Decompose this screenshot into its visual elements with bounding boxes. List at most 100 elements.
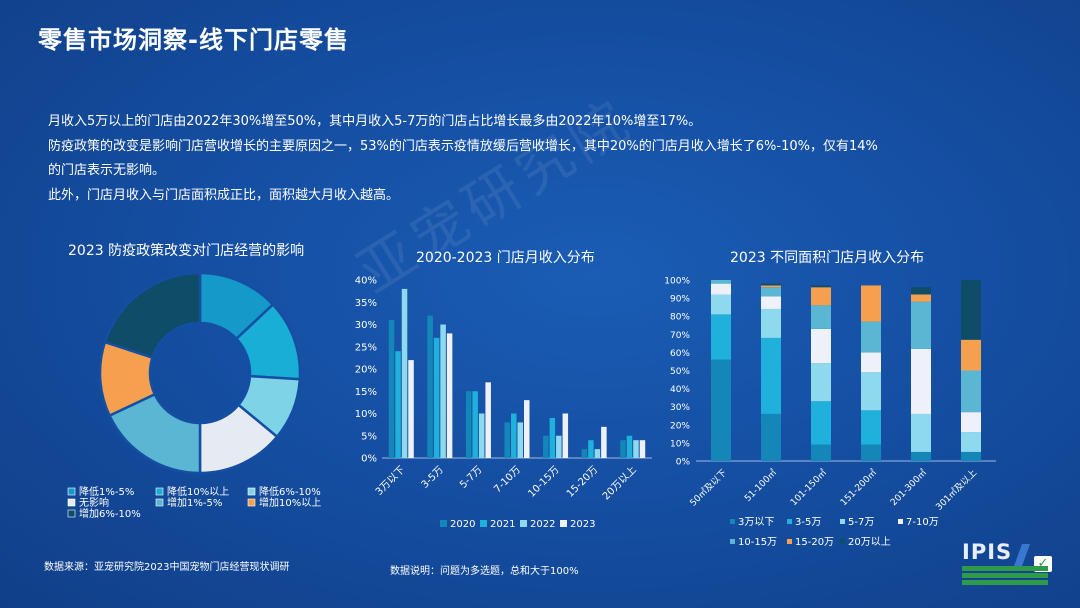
summary-line: 防疫政策的改变是影响门店营收增长的主要原因之一，53%的门店表示疫情放缓后营收增… (48, 138, 878, 154)
y-tick-label: 10% (670, 439, 690, 449)
legend-swatch (898, 519, 903, 524)
legend-label: 无影响 (79, 496, 109, 509)
bar (524, 400, 530, 458)
legend-label: 降低1%-5% (79, 485, 134, 498)
stacked-segment (711, 294, 731, 315)
stacked-segment (761, 413, 781, 461)
donut-chart-title: 2023 防疫政策改变对门店经营的影响 (68, 243, 305, 259)
y-tick-label: 25% (355, 342, 377, 353)
stacked-segment (911, 294, 931, 302)
stacked-segment (811, 285, 831, 288)
stacked-segment (761, 308, 781, 338)
y-tick-label: 5% (361, 431, 377, 442)
stacked-segment (911, 348, 931, 414)
stacked-segment (761, 296, 781, 309)
legend-label: 3万以下 (738, 517, 774, 528)
y-tick-label: 10% (355, 409, 377, 420)
y-tick-label: 40% (355, 276, 377, 287)
stacked-segment (911, 413, 931, 452)
stacked-segment (961, 370, 981, 413)
y-tick-label: 80% (670, 313, 690, 323)
data-note: 数据说明：问题为多选题，总和大于100% (390, 566, 579, 577)
stacked-segment (811, 287, 831, 306)
y-tick-label: 30% (355, 320, 377, 331)
y-tick-label: 90% (670, 295, 690, 305)
legend-label: 增加6%-10% (79, 507, 141, 520)
bar (478, 413, 485, 458)
y-tick-label: 30% (670, 403, 690, 413)
summary-text: 月收入5万以上的门店由2022年30%增至50%，其中月收入5-7万的门店占比增… (48, 110, 1038, 208)
bar (427, 315, 433, 458)
x-tick-label: 151-200㎡ (838, 467, 879, 508)
stacked-segment (761, 337, 781, 414)
legend-swatch (840, 519, 845, 524)
stacked-segment (961, 280, 981, 340)
y-tick-label: 60% (670, 349, 690, 359)
x-tick-label: 5-7万 (458, 464, 484, 490)
page-title: 零售市场洞察-线下门店零售 (38, 26, 349, 54)
legend-swatch (247, 487, 256, 496)
bar (633, 440, 639, 458)
legend-swatch (247, 498, 256, 507)
legend-label: 2020 (450, 519, 475, 530)
x-tick-label: 50㎡及以下 (688, 467, 729, 508)
ipis-logo: IPIS ✓ (962, 540, 1062, 596)
legend-label: 5-7万 (848, 517, 874, 528)
legend-swatch (67, 487, 76, 496)
x-tick-label: 301㎡及以上 (934, 467, 979, 512)
x-tick-label: 10-15万 (526, 464, 561, 499)
summary-line: 月收入5万以上的门店由2022年30%增至50%，其中月收入5-7万的门店占比增… (48, 114, 702, 129)
stacked-segment (911, 301, 931, 349)
legend-label: 7-10万 (906, 517, 939, 528)
x-tick-label: 7-10万 (492, 464, 523, 495)
legend-swatch (155, 498, 164, 507)
y-tick-label: 40% (670, 385, 690, 395)
stacked-segment (961, 339, 981, 371)
legend-swatch (730, 519, 735, 524)
legend-label: 2021 (490, 519, 515, 530)
legend-label: 2023 (570, 519, 595, 530)
legend-swatch (520, 520, 527, 527)
stacked-segment (711, 283, 731, 295)
bar (511, 413, 517, 458)
stacked-segment (811, 401, 831, 445)
stacked-segment (861, 352, 881, 373)
stacked-chart-title: 2023 不同面积门店月收入分布 (730, 250, 925, 266)
logo-bars (962, 566, 1048, 590)
stacked-segment (861, 444, 881, 461)
stacked-segment (761, 285, 781, 288)
legend-label: 15-20万 (795, 537, 834, 548)
x-tick-label: 3万以下 (374, 464, 407, 497)
y-tick-label: 15% (355, 387, 377, 398)
stacked-segment (861, 285, 881, 322)
stacked-segment (711, 314, 731, 360)
bar (433, 337, 440, 458)
stacked-segment (861, 410, 881, 445)
stacked-bar-chart: 0% 10% 20% 30% 40% 50% 60% 70% 80% 90% 100% 50㎡及以下 5… (664, 277, 996, 548)
legend-label: 增加1%-5% (167, 496, 222, 509)
stacked-segment (861, 372, 881, 411)
bar (517, 422, 523, 458)
logo-text: IPIS (962, 540, 1013, 564)
legend-swatch (787, 519, 792, 524)
stacked-segment (711, 280, 731, 284)
legend-swatch (67, 498, 76, 507)
legend-swatch (440, 520, 447, 527)
summary-line: 此外，门店月收入与门店面积成正比，面积越大月收入越高。 (48, 187, 400, 203)
stacked-segment (961, 432, 981, 452)
stacked-segment (911, 451, 931, 461)
bar (639, 440, 646, 458)
bar (485, 382, 491, 458)
legend-swatch (730, 539, 735, 544)
bar (440, 324, 446, 458)
y-tick-label: 0% (676, 458, 691, 468)
legend-label: 2022 (530, 519, 555, 530)
bar (556, 435, 562, 458)
y-tick-label: 50% (670, 367, 690, 377)
bar (401, 288, 408, 458)
stacked-segment (811, 444, 831, 461)
donut-legend: 降低1%-5% 降低10%以上 降低6%-10% 无影响 增加1%-5% 增加10%以上增… (67, 485, 321, 520)
x-tick-label: 15-20万 (565, 464, 600, 499)
stacked-segment (811, 305, 831, 329)
y-tick-label: 20% (355, 365, 377, 376)
